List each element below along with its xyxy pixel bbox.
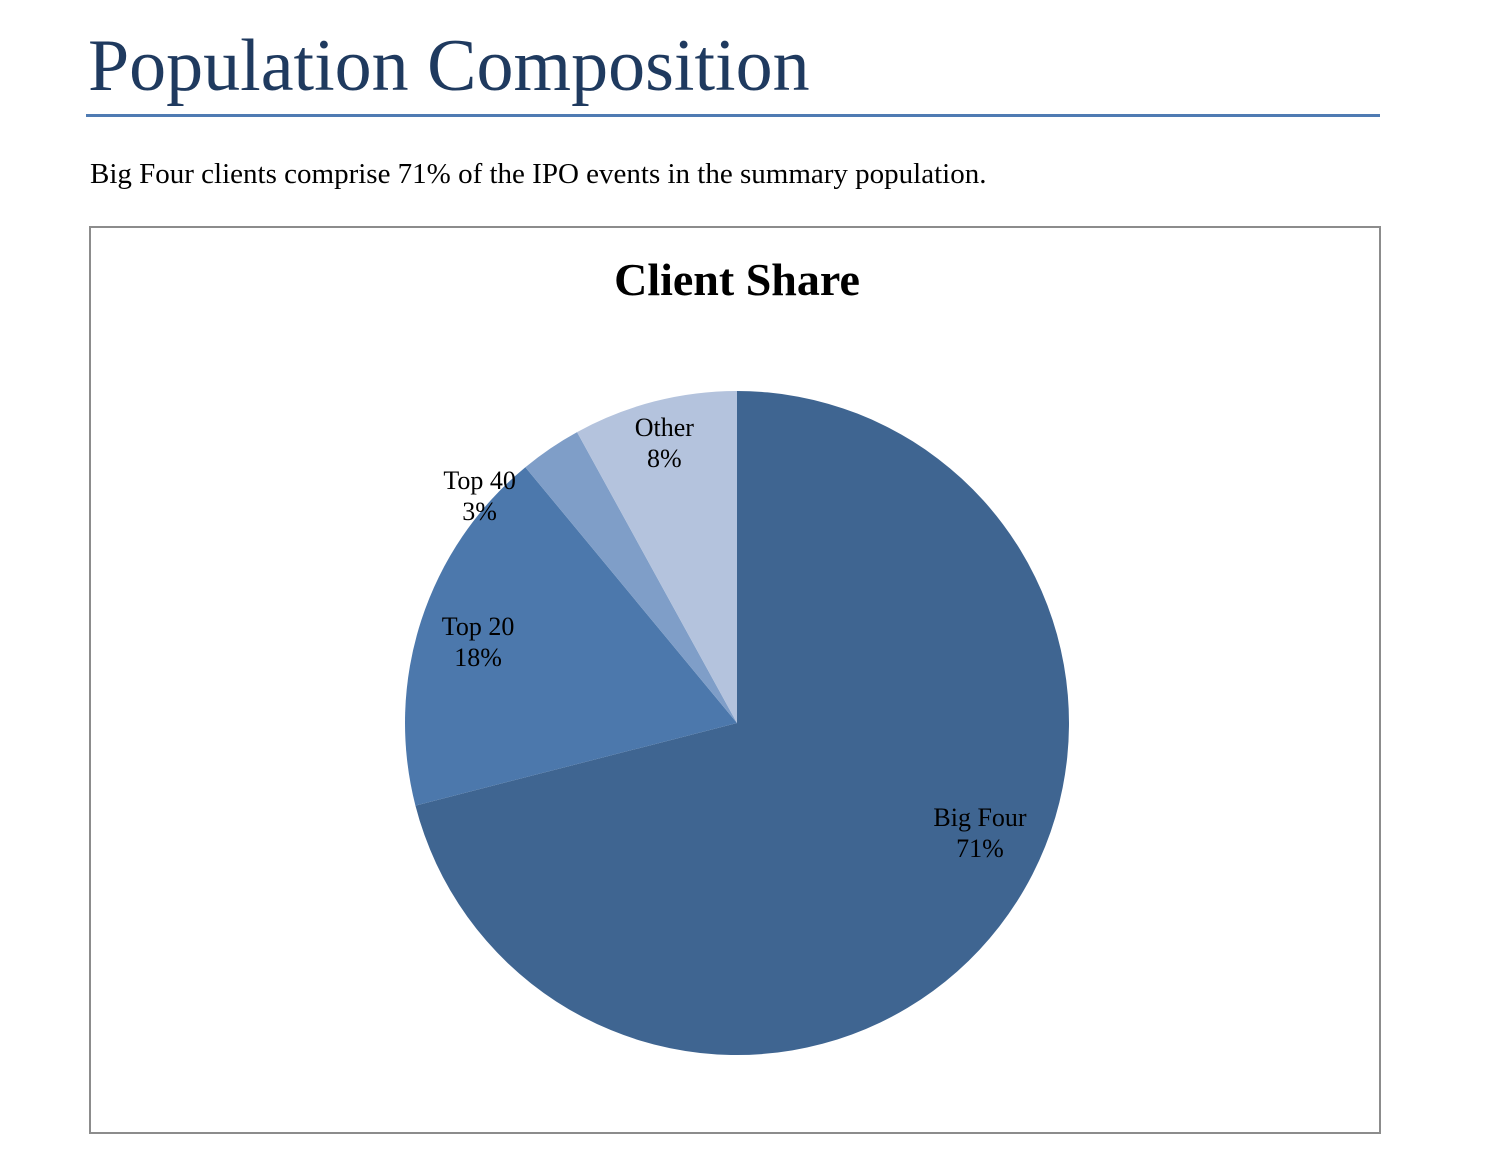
pie-slices: [404, 391, 1069, 1055]
slice-label-value: 71%: [956, 834, 1004, 863]
summary-text: Big Four clients comprise 71% of the IPO…: [90, 158, 987, 190]
pie-slice-top-40: [525, 432, 737, 723]
pie-slice-other: [577, 391, 737, 723]
slice-label-value: 18%: [454, 643, 502, 672]
chart-container: Client Share Big Four 71% Top 20 18% Top 40 3…: [89, 226, 1381, 1134]
slice-label-value: 3%: [462, 497, 497, 526]
slice-label-name: Top 20: [442, 612, 515, 641]
slice-label-name: Other: [635, 413, 695, 442]
slice-label-value: 8%: [647, 444, 682, 473]
title-divider: [86, 114, 1380, 117]
pie-slice-big-four: [415, 391, 1069, 1055]
page-title: Population Composition: [88, 25, 810, 107]
chart-title: Client Share: [614, 254, 860, 305]
pie-slice-top-20: [404, 467, 737, 806]
slice-label-name: Big Four: [933, 803, 1027, 832]
slice-label-name: Top 40: [443, 466, 516, 495]
